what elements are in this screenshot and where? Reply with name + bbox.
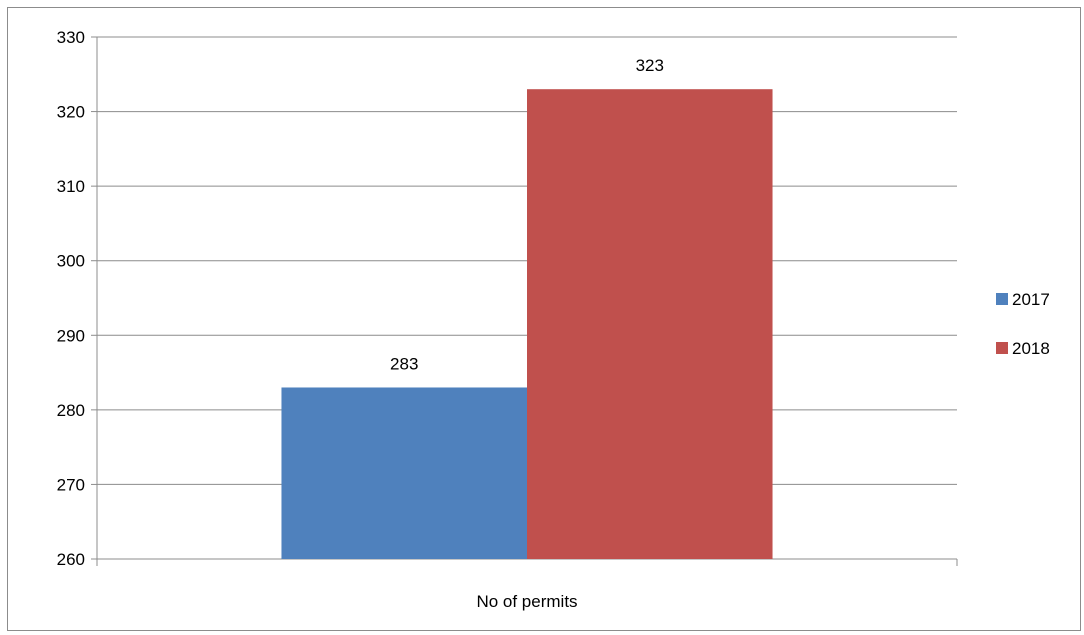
bars: [281, 89, 773, 559]
y-tick-label: 280: [57, 401, 85, 420]
y-tick-label: 310: [57, 177, 85, 196]
y-tick-label: 320: [57, 103, 85, 122]
legend: 2017 2018: [996, 290, 1050, 358]
data-label-2018: 323: [636, 56, 664, 75]
y-tick-label: 290: [57, 326, 85, 345]
y-tick-label: 260: [57, 550, 85, 569]
data-labels: 283 323: [390, 56, 664, 373]
legend-label-2018: 2018: [1012, 339, 1050, 358]
y-tick-label: 300: [57, 252, 85, 271]
legend-swatch-2018: [996, 342, 1008, 354]
y-tick-label: 330: [57, 28, 85, 47]
bar-2018: [527, 89, 773, 559]
bar-2017: [281, 387, 527, 559]
legend-swatch-2017: [996, 293, 1008, 305]
data-label-2017: 283: [390, 354, 418, 373]
axes: 260 270 280 290 300 310 320 330 No of permits: [57, 28, 958, 611]
y-tick-label: 270: [57, 475, 85, 494]
legend-label-2017: 2017: [1012, 290, 1050, 309]
x-category-label: No of permits: [476, 592, 577, 611]
